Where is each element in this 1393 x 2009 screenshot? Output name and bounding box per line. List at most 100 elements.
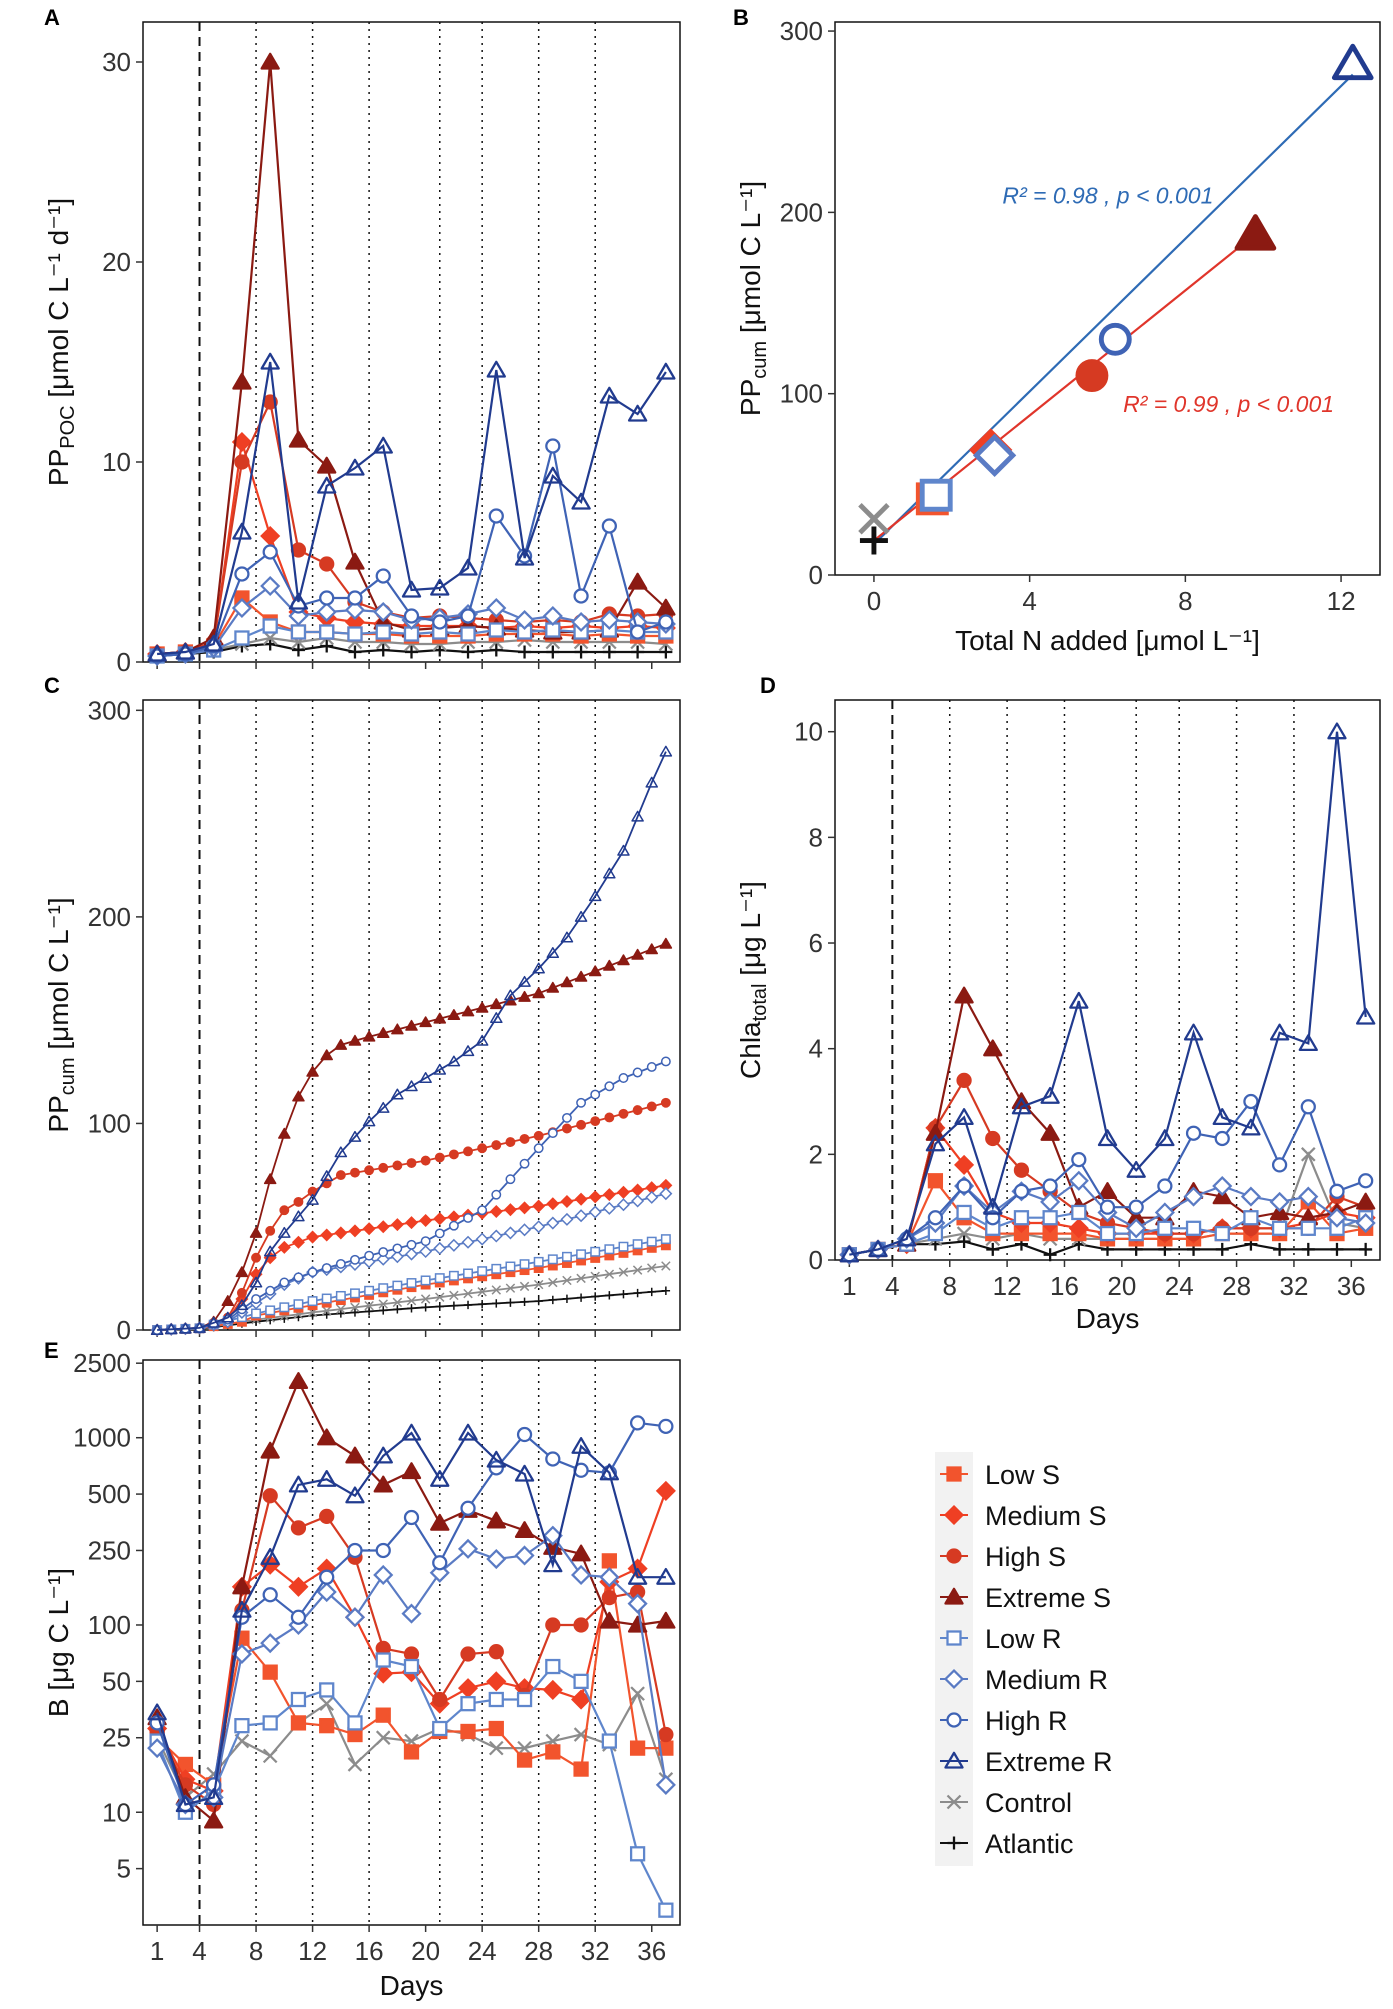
panel-d-point <box>956 1178 972 1194</box>
panel-e-point <box>460 1500 476 1516</box>
panel-c-point <box>503 1203 517 1217</box>
panel-c-point <box>632 1105 643 1116</box>
panel-d-y-tick-label: 4 <box>809 1034 823 1064</box>
panel-c-point <box>435 1302 444 1311</box>
panel-c-point <box>588 890 602 902</box>
panel-c-point <box>364 1307 374 1316</box>
panel-b-ylabel: PPcum [μmol C L⁻¹] <box>735 181 771 416</box>
panel-c-point <box>533 1143 544 1154</box>
panel-c-point <box>490 998 503 1010</box>
panel-c-point <box>251 1252 262 1263</box>
panel-c-point <box>435 1292 445 1302</box>
panel-d-point <box>1269 1023 1290 1041</box>
panel-e-point <box>319 1569 335 1585</box>
panel-c-point <box>392 1280 403 1291</box>
panel-b-fit-line-r <box>873 73 1354 545</box>
panel-e-point <box>262 1748 278 1764</box>
panel-e-point <box>375 1652 391 1668</box>
panel-c-point <box>293 1272 304 1283</box>
panel-a-point <box>147 644 167 662</box>
panel-c-point <box>407 1304 416 1313</box>
panel-c-point <box>604 1269 615 1279</box>
panel-d-line-extreme-r <box>849 731 1367 1256</box>
panel-c-point <box>350 1288 360 1299</box>
panel-b-fit-label-r: R² = 0.98 , p < 0.001 <box>1002 182 1213 208</box>
panel-d-point <box>1155 1129 1175 1147</box>
panel-c-chart: 0 100 200 300 PPcum [μmol C L⁻¹] <box>43 695 681 1345</box>
panel-c-point <box>364 1285 375 1296</box>
panel-c-point <box>391 1088 404 1100</box>
panel-e-point <box>486 1548 507 1570</box>
panel-c-point <box>307 1267 318 1278</box>
panel-e-x-tick-label: 8 <box>249 1936 263 1966</box>
panel-c-point <box>519 1259 530 1270</box>
panel-a-point <box>348 645 362 659</box>
panel-c-point <box>448 1220 459 1231</box>
panel-c-point <box>405 1019 418 1031</box>
panel-d-x-tick-label: 16 <box>1050 1271 1079 1301</box>
legend-key-low-s <box>946 1466 962 1482</box>
panel-d-point <box>1300 1099 1316 1115</box>
panel-d-point <box>985 1130 1001 1147</box>
panel-c-point <box>265 1225 276 1236</box>
panel-c-point <box>645 943 658 955</box>
panel-a-point <box>234 454 250 470</box>
panel-a-point <box>514 548 535 566</box>
panel-a-point <box>432 614 448 630</box>
panel-d-point <box>986 1242 1000 1256</box>
panel-e-point <box>488 1740 504 1756</box>
panel-e-point <box>373 1446 393 1464</box>
panel-e-point <box>486 1671 507 1692</box>
panel-e-point <box>288 1576 309 1597</box>
panel-b-frame <box>834 21 1381 576</box>
panel-d-point <box>1269 1191 1290 1212</box>
panel-a-y-tick-label: 0 <box>117 647 131 677</box>
panel-e-point <box>599 1463 620 1481</box>
panel-e-y-tick-label: 5 <box>117 1854 131 1884</box>
panel-e-point <box>232 1577 252 1595</box>
panel-c-point <box>350 1254 360 1265</box>
panel-b-point-extreme-r <box>1331 43 1374 81</box>
panel-d-point <box>1329 1183 1345 1199</box>
panel-c-point <box>576 1273 586 1284</box>
panel-a-point <box>262 630 278 646</box>
legend-label: High S <box>985 1542 1066 1572</box>
panel-c-point <box>574 1209 588 1223</box>
panel-c-point <box>434 1273 445 1284</box>
panel-e-frame <box>142 1359 681 1926</box>
panel-d-point <box>1097 1129 1118 1147</box>
panel-e-point <box>316 1581 337 1603</box>
panel-e-ylabel: B [μg C L⁻¹] <box>43 1568 74 1717</box>
panel-c-point <box>251 1308 262 1319</box>
panel-c-point <box>519 1133 530 1144</box>
panel-c-point <box>631 1194 645 1208</box>
panel-c-point <box>378 1162 389 1173</box>
panel-e-point <box>288 1372 309 1389</box>
panel-d-point <box>1013 1162 1030 1178</box>
panel-a-point <box>375 624 391 640</box>
panel-a-point <box>433 643 447 657</box>
panel-a-point <box>403 608 420 624</box>
panel-a-point <box>231 597 252 619</box>
panel-c-point <box>631 810 644 822</box>
panel-b-y-tick-label: 100 <box>780 379 823 409</box>
panel-d-point <box>1099 1199 1116 1215</box>
panel-d-point <box>1298 1034 1318 1052</box>
panel-e-x-tick-label: 36 <box>637 1936 666 1966</box>
panel-c-point <box>207 1316 220 1328</box>
panel-e-point <box>403 1744 420 1760</box>
panel-c-point <box>350 1308 360 1317</box>
panel-e-point <box>260 1441 280 1459</box>
panel-c-point <box>518 1201 532 1215</box>
panel-c-point <box>477 1287 487 1297</box>
panel-e-point <box>656 1567 676 1585</box>
panel-b-chart: 0 100 200 300 0 4 8 12 R² = 0.98 , p < 0.001 R² =… <box>735 16 1381 656</box>
panel-a-point <box>574 645 588 659</box>
panel-c-point <box>505 1137 516 1147</box>
panel-a-point <box>260 575 281 597</box>
panel-e-point <box>516 1691 533 1708</box>
panel-c-point <box>378 1283 389 1294</box>
panel-c-point <box>265 1285 276 1296</box>
panel-c-point <box>419 1244 433 1259</box>
panel-d-point <box>1126 1160 1146 1178</box>
